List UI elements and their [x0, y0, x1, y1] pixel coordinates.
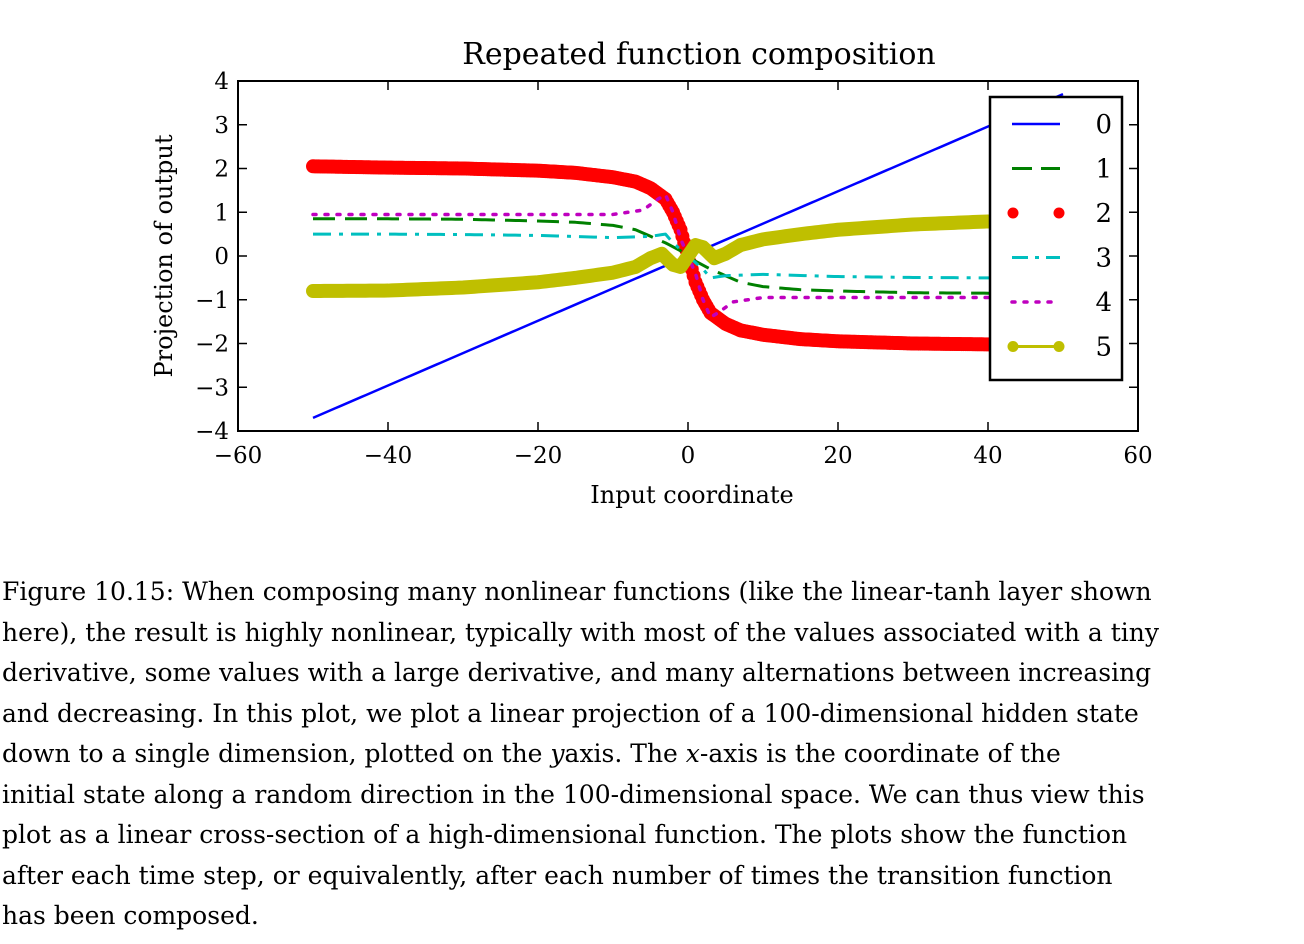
caption-text: after each time step, or equivalently, a…: [2, 860, 1113, 890]
figure-caption: Figure 10.15: When composing many nonlin…: [2, 572, 1300, 937]
y-tick-label: −4: [195, 419, 229, 445]
legend-box: [988, 95, 1124, 382]
caption-text: here), the result is highly nonlinear, t…: [2, 617, 1159, 647]
x-tick-label: −20: [514, 443, 563, 469]
y-tick-label: 4: [214, 69, 229, 95]
x-axis-label: Input coordinate: [590, 481, 794, 509]
y-tick-label: −2: [195, 332, 229, 358]
series-2: [306, 159, 1070, 353]
legend-label: 2: [1095, 199, 1112, 229]
y-tick-label: 2: [214, 157, 229, 183]
legend-label: 0: [1095, 110, 1112, 140]
legend-item-5: 5: [1007, 333, 1112, 363]
caption-text: initial state along a random direction i…: [2, 779, 1145, 809]
legend-item-1: 1: [1012, 155, 1112, 185]
caption-line: has been composed.: [2, 896, 1300, 937]
chart-title: Repeated function composition: [462, 37, 935, 72]
legend-item-4: 4: [1010, 288, 1112, 318]
caption-text: plot as a linear cross-section of a high…: [2, 820, 1128, 849]
legend-item-3: 3: [1012, 244, 1112, 274]
legend: 0 1 2 3 4 5: [988, 95, 1124, 382]
y-tick-label: 3: [214, 113, 229, 139]
legend-label: 3: [1095, 244, 1112, 274]
caption-line: and decreasing. In this plot, we plot a …: [2, 694, 1300, 735]
x-tick-label: 60: [1123, 443, 1152, 469]
legend-label: 5: [1095, 333, 1112, 363]
caption-text: layer shown: [990, 577, 1152, 606]
caption-line: plot as a linear cross-section of a high…: [2, 815, 1300, 856]
caption-code: tanh: [933, 577, 991, 606]
caption-text: derivative, some values with a large der…: [2, 658, 1152, 687]
x-tick-label: −40: [364, 443, 413, 469]
caption-text: has been composed.: [2, 901, 259, 930]
legend-label: 4: [1095, 288, 1112, 318]
caption-line: after each time step, or equivalently, a…: [2, 856, 1300, 897]
legend-swatch-dot: [1007, 207, 1019, 219]
series-5: [306, 214, 1070, 298]
caption-text: axis. The: [564, 739, 686, 768]
figure: Repeated function composition −60 −40 −20 0…: [150, 37, 1153, 509]
caption-text: down to a single dimension, plotted on t…: [2, 739, 551, 768]
caption-line: initial state along a random direction i…: [2, 775, 1300, 816]
x-tick-label: 40: [973, 443, 1002, 469]
caption-line: derivative, some values with a large der…: [2, 653, 1300, 694]
y-axis-label: Projection of output: [150, 134, 178, 377]
caption-text: and decreasing. In this plot, we plot a …: [2, 698, 1139, 728]
caption-line: here), the result is highly nonlinear, t…: [2, 613, 1300, 654]
legend-item-0: 0: [1012, 110, 1112, 140]
caption-math: y: [550, 739, 565, 768]
x-axis-ticks: −60 −40 −20 0 20 40 60: [214, 81, 1153, 469]
caption-text: -axis is the coordinate of the: [699, 739, 1061, 768]
caption-text: Figure 10.15: When composing many nonlin…: [2, 577, 934, 606]
y-tick-label: 0: [214, 244, 229, 270]
legend-label: 1: [1095, 155, 1112, 185]
caption-line: down to a single dimension, plotted on t…: [2, 734, 1300, 775]
caption-math: x: [685, 739, 700, 768]
legend-swatch-dot: [1053, 207, 1065, 219]
y-tick-label: 1: [214, 200, 229, 226]
legend-swatch-dot: [1007, 341, 1019, 352]
series-5-line: [306, 214, 1070, 298]
y-tick-label: −3: [195, 375, 229, 401]
legend-swatch-dot: [1053, 341, 1065, 352]
y-axis-ticks: 4 3 2 1 0 −1 −2 −3 −4: [195, 69, 1138, 445]
legend-item-2: 2: [1007, 199, 1112, 229]
x-tick-label: −60: [214, 443, 263, 469]
y-tick-label: −1: [195, 288, 229, 314]
x-tick-label: 0: [681, 443, 696, 469]
caption-line: Figure 10.15: When composing many nonlin…: [2, 572, 1300, 613]
plot-area: [306, 92, 1070, 420]
x-tick-label: 20: [823, 443, 852, 469]
